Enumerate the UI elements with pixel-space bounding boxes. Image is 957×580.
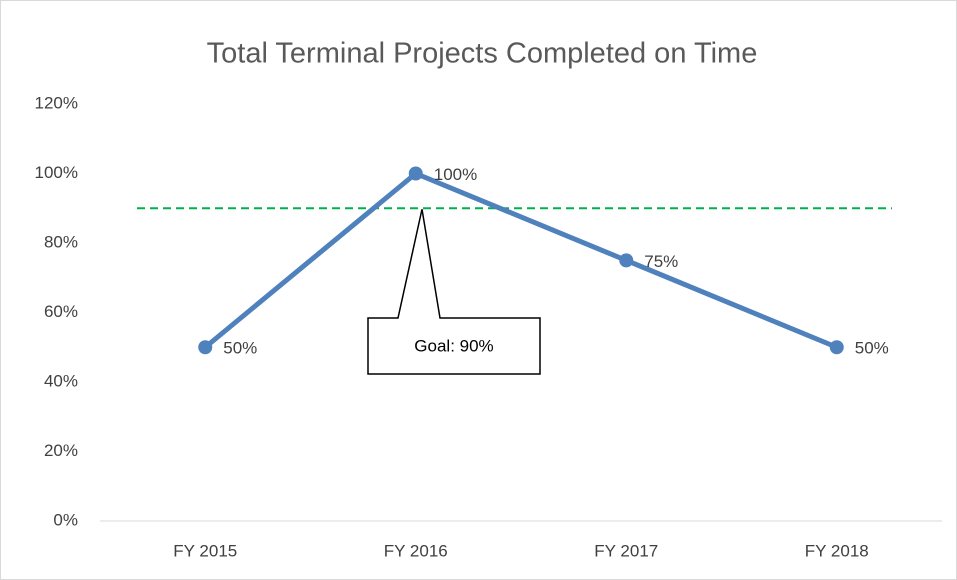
data-label: 50%: [855, 339, 889, 358]
chart-title: Total Terminal Projects Completed on Tim…: [207, 38, 758, 70]
data-label: 50%: [223, 339, 257, 358]
y-tick-label: 20%: [44, 441, 78, 460]
point: [619, 253, 634, 268]
x-tick-label: FY 2015: [173, 541, 237, 560]
series-line: [203, 171, 838, 350]
point: [408, 166, 423, 181]
point: [198, 340, 213, 355]
y-tick-label: 120%: [35, 93, 78, 112]
x-tick-label: FY 2017: [594, 541, 658, 560]
y-tick-label: 60%: [44, 302, 78, 321]
y-tick-label: 80%: [44, 232, 78, 251]
data-label: 75%: [644, 252, 678, 271]
x-tick-label: FY 2016: [384, 541, 448, 560]
y-tick-label: 0%: [53, 510, 78, 529]
y-tick-label: 100%: [35, 163, 78, 182]
y-tick-label: 40%: [44, 371, 78, 390]
annotation: Goal: 90%: [414, 336, 493, 355]
data-label: 100%: [434, 165, 477, 184]
point: [829, 340, 844, 355]
callout: [367, 209, 541, 375]
x-tick-label: FY 2018: [805, 541, 869, 560]
